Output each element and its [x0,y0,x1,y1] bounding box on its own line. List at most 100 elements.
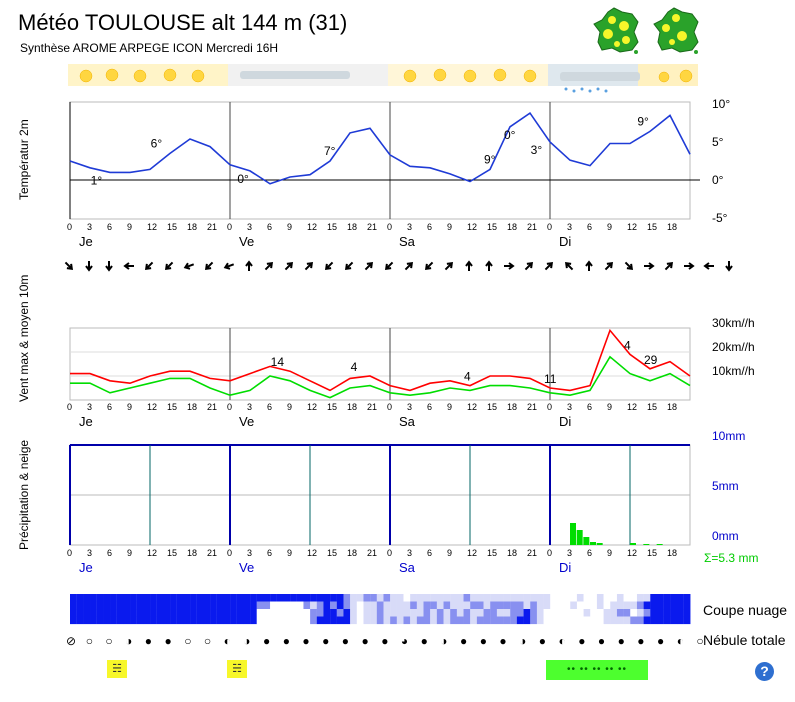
cloud-cell [523,594,531,602]
cloud-cell [490,609,498,617]
hour-tick: 12 [147,222,157,232]
france-map-icon[interactable] [652,6,702,56]
cloud-cell [110,594,117,602]
cloud-cell [150,609,157,617]
cloud-cell [250,609,257,617]
cloud-cell [136,609,144,617]
help-icon[interactable]: ? [755,662,774,681]
cloud-cell [623,601,631,610]
cloud-cell [643,601,651,610]
cloud-cell [183,601,191,610]
cloud-cell [450,609,457,617]
cloud-cell [316,601,324,610]
cloud-cell [216,616,224,625]
cloud-cell [603,609,611,617]
cloud-cell [290,609,297,617]
cloud-cell [576,601,584,610]
cloud-cell [436,601,444,610]
wind-arrow-icon [223,262,235,270]
cloud-cell [183,594,191,602]
cloud-cell [403,594,411,602]
wind-arrow-icon [404,261,414,271]
cloud-cover-symbol: ◐ [677,634,684,648]
cloud-cell [203,601,211,610]
cloud-cell [296,609,304,617]
cloud-cell [516,594,524,602]
cloud-cell [396,601,404,610]
cloud-cell [590,609,598,617]
cloud-cell [263,594,271,602]
cloud-cell [423,601,431,610]
wind-annotation: 4 [624,338,631,352]
cloud-cell [390,594,397,602]
cloud-cell [423,609,431,617]
cloud-cell [616,609,624,617]
hour-tick: 21 [207,548,217,558]
cloud-cell [403,616,411,625]
cloud-cell [396,616,404,625]
cloud-cell [503,594,511,602]
cloud-cell [83,616,91,625]
cloud-cell [250,601,257,610]
cloud-cell [650,594,658,602]
hour-tick: 3 [407,548,412,558]
hour-tick: 15 [327,548,337,558]
cloud-cell [656,601,664,610]
hour-tick: 21 [527,402,537,412]
cloud-cell [483,594,491,602]
cloud-cell [96,609,104,617]
cloud-cell [596,601,604,610]
wind-arrow-icon [144,261,154,271]
cloud-cell [523,609,531,617]
hour-tick: 0 [67,402,72,412]
cloud-cell [196,601,204,610]
day-label: Ve [239,234,254,249]
cloud-cell [190,616,197,625]
cloud-cell [456,601,464,610]
hour-tick: 15 [167,222,177,232]
hour-tick: 9 [287,222,292,232]
cloud-cell [303,616,311,625]
cloud-cell [663,594,671,602]
cloud-cell [416,601,424,610]
cloud-cell [223,601,231,610]
cloud-cell [156,616,164,625]
wind-arrow-icon [204,261,214,271]
drizzle-icon: •• •• •• •• •• [546,660,648,680]
cloud-cell [410,616,417,625]
hour-tick: 6 [427,402,432,412]
cloud-cover-symbol: ● [578,634,585,648]
cloud-cell [656,616,664,625]
temp-annotation: 0° [237,172,249,186]
cloud-cell [130,601,137,610]
cloud-cell [556,594,564,602]
cloud-cell [116,601,124,610]
cloud-cell [330,601,337,610]
cloud-cell [243,601,251,610]
cloud-cell [430,594,437,602]
cloud-cell [436,594,444,602]
hour-tick: 0 [227,222,232,232]
cloud-cell [216,609,224,617]
cloud-cell [496,601,504,610]
cloud-cell [350,616,357,625]
cloud-cell [583,609,591,617]
cloud-cover-symbol: ◑ [440,634,447,648]
wind-annotation: 14 [271,355,285,369]
cloud-cell [563,616,571,625]
cloud-cell [343,594,351,602]
cloud-cover-symbol: ◑ [519,634,526,648]
cloud-cell [216,594,224,602]
cloud-cell [336,594,344,602]
precip-ytick: 0mm [712,529,739,543]
cloud-cell [583,594,591,602]
cloud-cover-symbol: ● [480,634,487,648]
france-map-icon[interactable] [592,6,642,56]
hour-tick: 15 [327,402,337,412]
hour-tick: 3 [87,548,92,558]
cloud-cell [350,601,357,610]
cloud-cell [570,594,578,602]
temp-ytick: 5° [712,135,724,149]
cloud-cell [70,616,77,625]
cloud-cover-symbol: ● [460,634,467,648]
